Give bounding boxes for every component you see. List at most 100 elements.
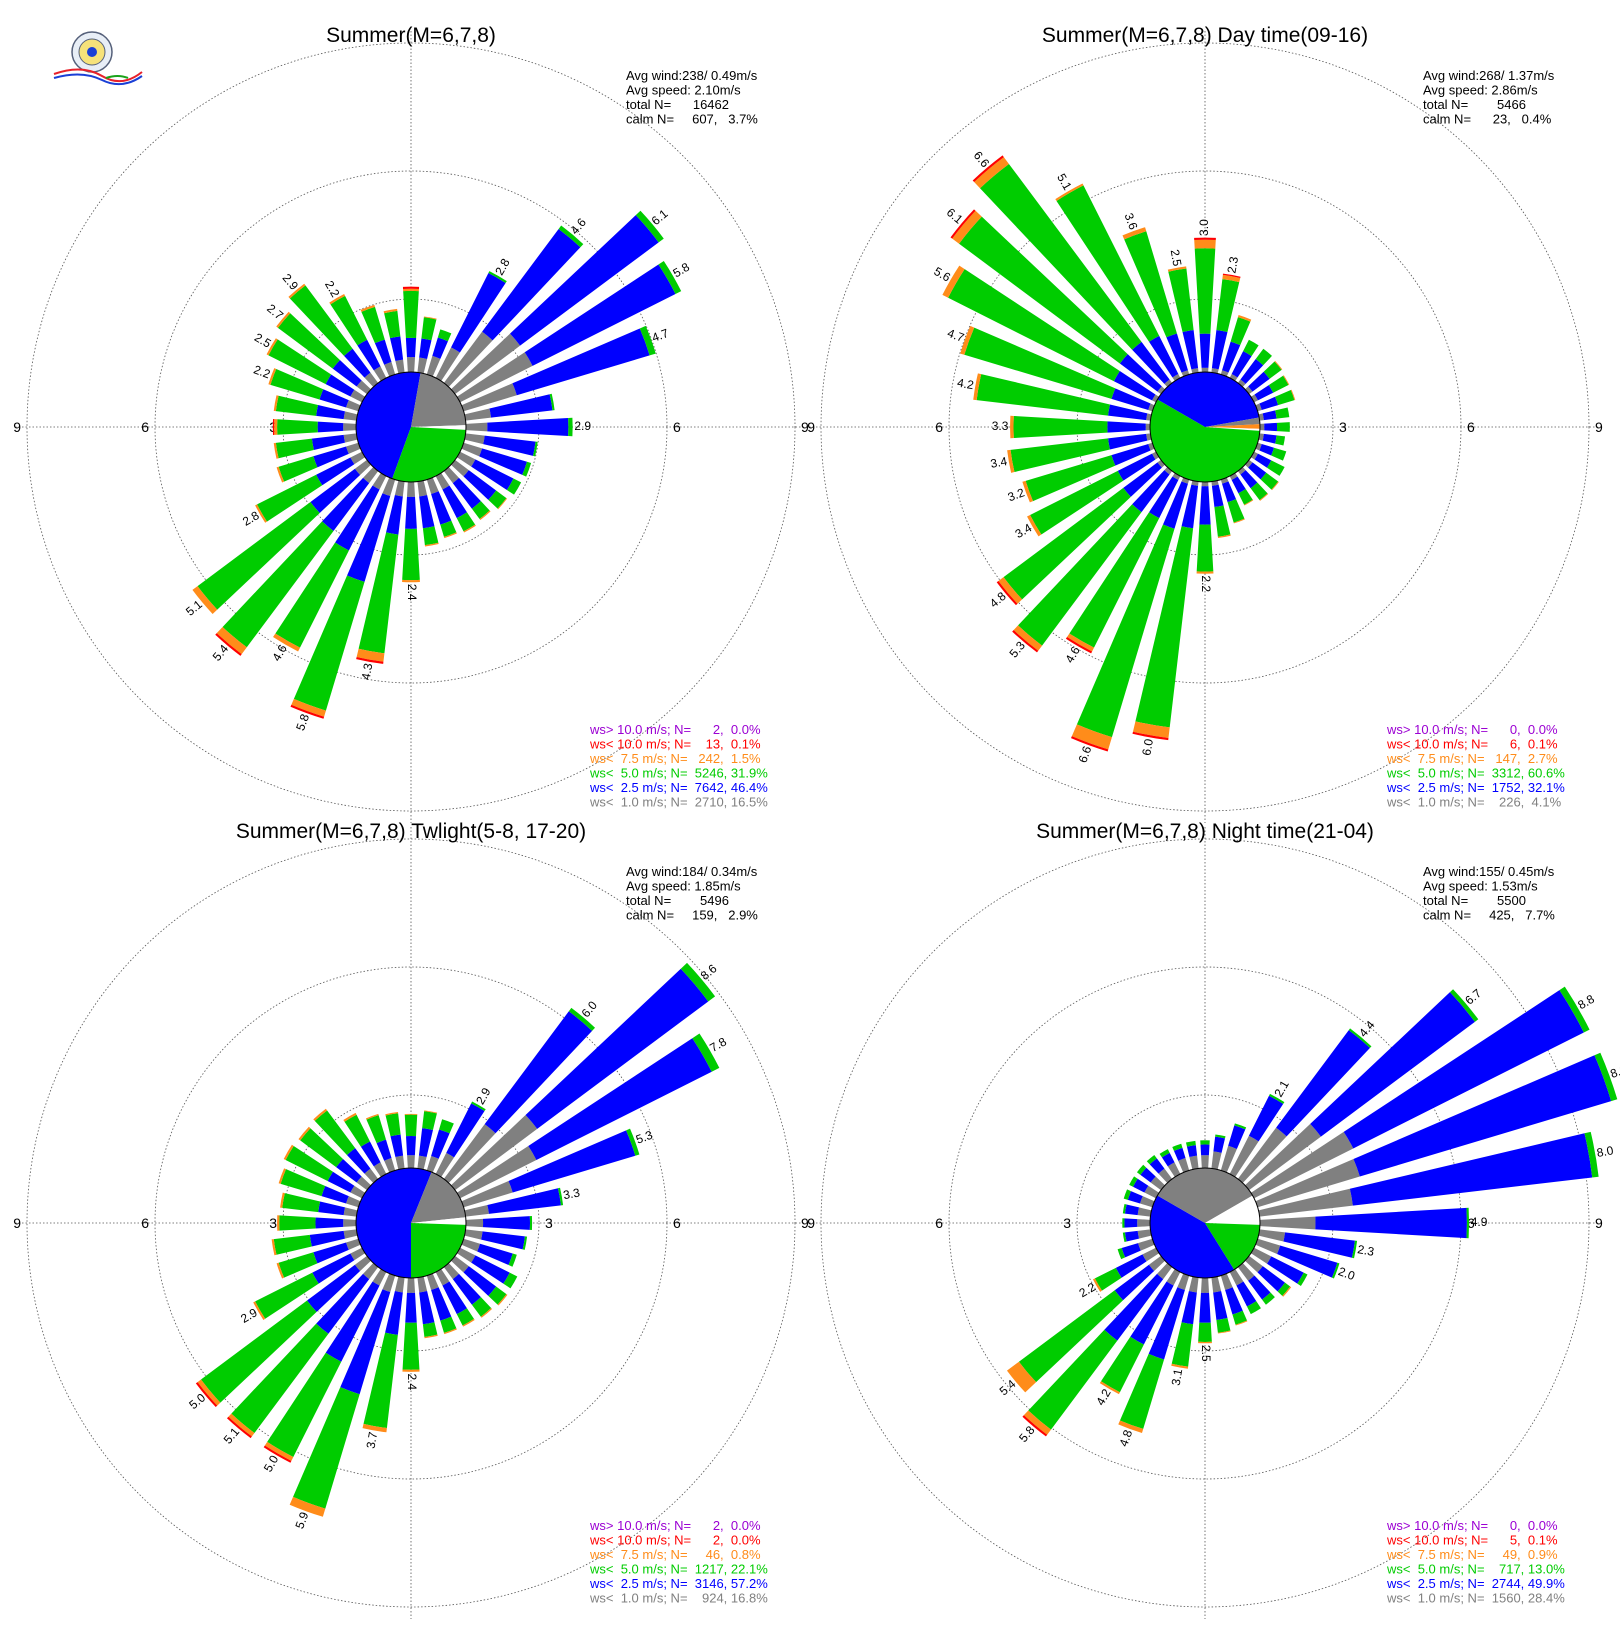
legend-entry: ws< 7.5 m/s; N= 46, 0.8%	[589, 1547, 761, 1562]
sector-segment-ws-lt-2-5	[432, 337, 448, 359]
sector-bar	[277, 1215, 357, 1231]
sector-segment-ws-lt-5	[277, 419, 318, 435]
ring-label-left: 6	[935, 1215, 943, 1231]
sector-segment-ws-lt-5	[268, 339, 332, 385]
sector-segment-ws-lt-1	[356, 1176, 371, 1191]
sector-segment-ws-lt-2-5	[1211, 330, 1228, 370]
sector-segment-ws-lt-2-5	[313, 1242, 349, 1264]
sector-segment-ws-lt-5	[403, 290, 419, 339]
sector-segment-ws-lt-1	[1138, 1238, 1155, 1251]
sector-value-label: 4.7	[946, 326, 967, 345]
ring-label-left: 3	[269, 1215, 277, 1231]
sector-segment-ws-lt-5	[1018, 1290, 1124, 1383]
sector-segment-ws-lt-2-5	[482, 1216, 531, 1230]
sector-segment-ws-lt-5	[231, 1323, 329, 1434]
sector-segment-ws-lt-5	[471, 1297, 492, 1317]
sector-segment-ws-lt-5	[1028, 1329, 1118, 1430]
sector-segment-ws-lt-2-5	[1228, 1125, 1246, 1149]
sector-bar	[1122, 1218, 1151, 1228]
sector-segment-ws-lt-2-5	[1262, 433, 1277, 444]
sector-bar	[1255, 442, 1287, 461]
sector-bar	[313, 1108, 379, 1183]
sector-segment-ws-lt-2-5	[344, 348, 371, 378]
sector-bar	[1259, 422, 1290, 432]
sector-segment-ws-lt-5	[422, 526, 439, 546]
sector-segment-ws-lt-1	[465, 422, 488, 432]
sector-segment-ws-lt-10	[1222, 273, 1241, 278]
sector-segment-ws-lt-7-5	[329, 294, 346, 305]
sector-bar: 2.8	[240, 451, 366, 529]
sector-segment-ws-lt-2-5	[528, 1038, 712, 1160]
ring-label-right: 9	[801, 419, 809, 435]
sector-segment-ws-lt-7-5	[360, 304, 375, 312]
sector-segment-ws-lt-5	[366, 1115, 386, 1144]
sector-bar	[435, 472, 476, 533]
pie-slice	[1205, 424, 1260, 429]
sector-value-label: 3.2	[1006, 485, 1027, 504]
sector-segment-ws-lt-7-5	[1282, 1286, 1292, 1297]
sector-segment-ws-lt-2-5	[319, 389, 349, 408]
sector-segment-ws-lt-5	[1101, 1336, 1144, 1393]
pie-slice	[1149, 399, 1260, 483]
sector-bar: 3.1	[1169, 1276, 1199, 1387]
sector-bar	[360, 304, 396, 377]
sector-bar: 2.5	[252, 330, 366, 403]
sector-segment-ws-lt-1	[1259, 1216, 1316, 1230]
sector-segment-ws-lt-5	[488, 271, 507, 283]
sector-segment-ws-lt-5	[422, 1322, 438, 1337]
sector-segment-ws-lt-2-5	[1173, 1147, 1186, 1161]
sector-segment-ws-lt-7-5	[273, 395, 279, 412]
sector-segment-ws-lt-5	[976, 374, 1110, 416]
sector-bar	[1136, 1164, 1165, 1191]
sector-segment-ws-lt-2-5	[1107, 421, 1146, 433]
sector-segment-ws-lt-5	[285, 1145, 333, 1182]
wind-rose-panel: 3366993.02.32.26.06.64.65.34.83.43.23.43…	[807, 24, 1603, 823]
sector-segment-ws-lt-7-5	[998, 577, 1023, 604]
sector-bar: 3.2	[1006, 442, 1155, 504]
sector-segment-ws-lt-10	[1132, 731, 1169, 741]
sector-value-label: 2.2	[252, 362, 273, 381]
sector-segment-ws-lt-7-5	[1259, 493, 1269, 501]
sector-bar: 2.3	[1211, 255, 1241, 374]
sector-segment-ws-lt-10	[226, 1416, 252, 1439]
ring-label-right: 6	[673, 1215, 681, 1231]
sector-segment-ws-lt-5	[568, 1007, 596, 1031]
stat-line: Avg speed: 2.10m/s	[626, 83, 741, 98]
sector-segment-ws-lt-7-5	[1007, 449, 1015, 473]
sector-segment-ws-lt-2-5	[1225, 1287, 1243, 1315]
sector-segment-ws-lt-1	[1258, 1188, 1353, 1217]
sector-segment-ws-lt-1	[1255, 1238, 1281, 1255]
sector-segment-ws-lt-2-5	[1240, 358, 1264, 384]
sector-segment-ws-lt-1	[461, 1180, 513, 1208]
sector-segment-ws-lt-5	[959, 216, 1128, 364]
sector-segment-ws-lt-5	[1200, 1140, 1210, 1145]
sector-segment-ws-lt-2-5	[1149, 476, 1179, 519]
sector-bar	[1250, 1247, 1308, 1286]
sector-segment-ws-lt-5	[1238, 489, 1253, 505]
sector-segment-ws-lt-5	[1196, 524, 1214, 572]
legend-entry: ws< 1.0 m/s; N= 226, 4.1%	[1386, 795, 1562, 810]
sector-segment-ws-lt-7-5	[289, 1496, 326, 1517]
sector-bar: 2.9	[465, 417, 591, 437]
sector-segment-ws-lt-5	[1276, 422, 1290, 432]
sector-segment-ws-lt-5	[1243, 339, 1259, 357]
sector-segment-ws-lt-1	[1172, 472, 1181, 480]
sector-segment-ws-lt-2-5	[1162, 481, 1188, 529]
sector-bar: 5.0	[186, 1255, 371, 1412]
sector-segment-ws-lt-2-5	[307, 1264, 361, 1312]
sector-segment-ws-lt-1	[1250, 451, 1258, 460]
sector-segment-ws-lt-10	[972, 155, 1004, 183]
sector-segment-ws-lt-7-5	[277, 1215, 280, 1231]
sector-bar	[1245, 1255, 1292, 1297]
sector-bar	[271, 1229, 358, 1256]
sector-segment-ws-lt-7-5	[383, 308, 398, 314]
sector-bar	[276, 1238, 361, 1279]
sector-segment-ws-lt-7-5	[1198, 1341, 1212, 1344]
sector-bar	[278, 1168, 361, 1208]
sector-bar: 2.3	[1258, 1229, 1376, 1259]
sector-segment-ws-lt-5	[488, 490, 507, 509]
sector-segment-ws-lt-2-5	[471, 1255, 510, 1284]
sector-segment-ws-lt-7-5	[1167, 266, 1187, 272]
sector-segment-ws-lt-5	[1255, 348, 1272, 366]
sector-segment-ws-lt-2-5	[1315, 1207, 1467, 1239]
